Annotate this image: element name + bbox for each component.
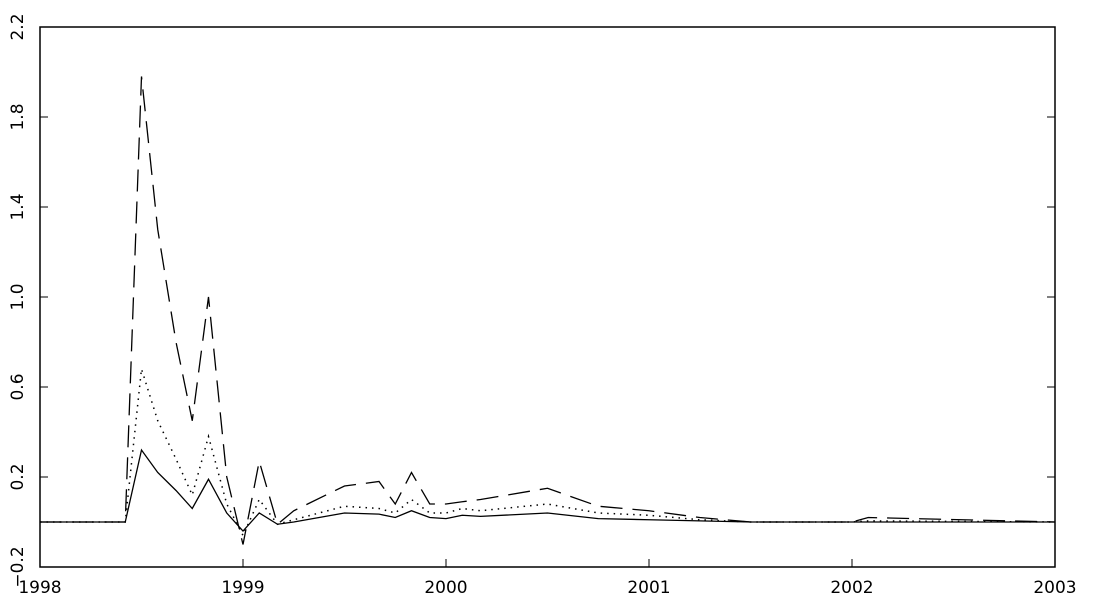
x-tick-label: 1998 bbox=[18, 578, 61, 598]
y-tick-label: 1.8 bbox=[8, 103, 28, 130]
x-tick-label: 2001 bbox=[627, 578, 670, 598]
y-tick-label: 1.4 bbox=[8, 193, 28, 220]
y-tick-label: 1.0 bbox=[8, 283, 28, 310]
x-tick-label: 2000 bbox=[424, 578, 467, 598]
y-tick-label: 0.2 bbox=[8, 463, 28, 490]
x-tick-label: 2003 bbox=[1033, 578, 1076, 598]
plot-frame bbox=[39, 26, 1056, 568]
series-line bbox=[40, 368, 1056, 538]
y-tick-label: −0.2 bbox=[8, 546, 28, 587]
y-tick-label: 2.2 bbox=[8, 13, 28, 40]
y-tick-label: 0.6 bbox=[8, 373, 28, 400]
x-tick-label: 2002 bbox=[830, 578, 873, 598]
x-tick-label: 1999 bbox=[221, 578, 264, 598]
series-line bbox=[40, 76, 1056, 545]
series-line bbox=[40, 448, 1055, 532]
